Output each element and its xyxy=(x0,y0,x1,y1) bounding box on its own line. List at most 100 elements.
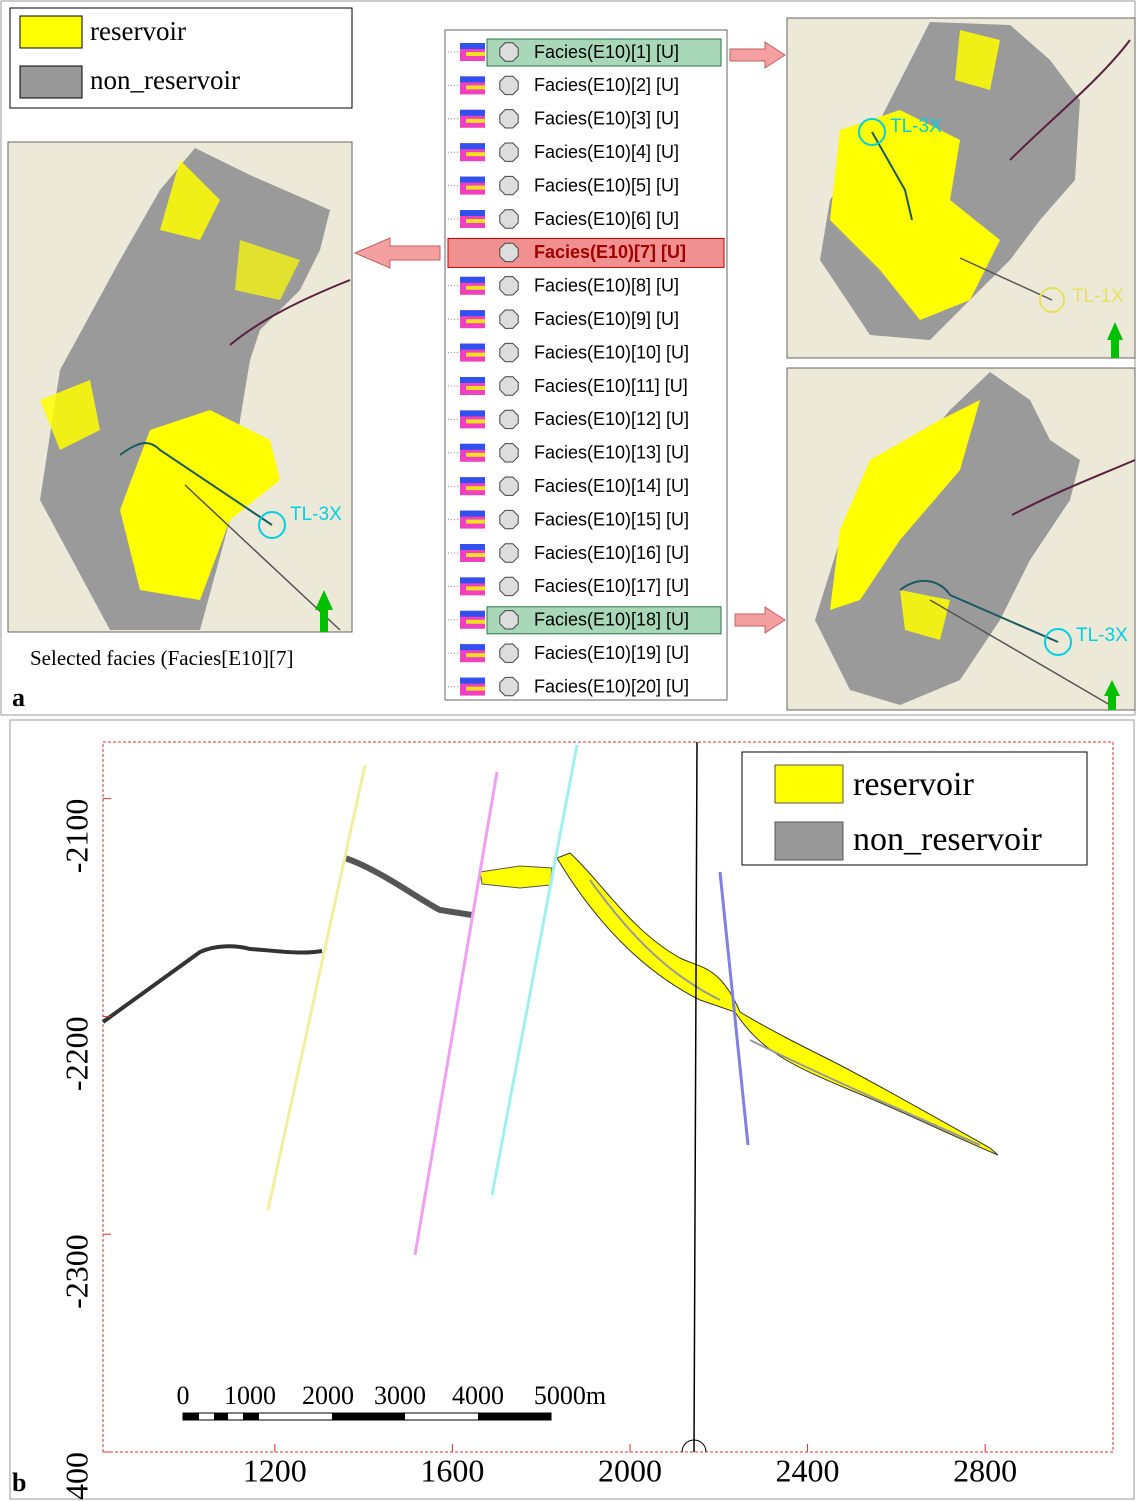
legend-label: non_reservoir xyxy=(90,65,240,95)
icon xyxy=(466,453,485,457)
icon xyxy=(466,653,485,657)
octagon-icon xyxy=(500,176,518,194)
octagon-icon xyxy=(500,143,518,161)
realization-label: Facies(E10)[7] [U] xyxy=(534,242,686,262)
octagon-icon xyxy=(500,410,518,428)
icon xyxy=(466,186,485,190)
icon xyxy=(466,486,485,490)
realization-label: Facies(E10)[3] [U] xyxy=(534,109,679,129)
realization-list xyxy=(445,30,727,700)
legend-swatch xyxy=(20,16,82,48)
legend-label: reservoir xyxy=(853,766,975,803)
well-label: TL-3X xyxy=(290,504,342,525)
realization-label: Facies(E10)[1] [U] xyxy=(534,42,679,62)
octagon-icon xyxy=(500,43,518,61)
octagon-icon xyxy=(500,644,518,662)
octagon-icon xyxy=(500,110,518,128)
octagon-icon xyxy=(500,377,518,395)
icon xyxy=(466,152,485,156)
icon xyxy=(460,644,485,650)
icon xyxy=(466,52,485,56)
realization-label: Facies(E10)[11] [U] xyxy=(534,376,688,396)
legend-swatch xyxy=(775,822,843,860)
icon xyxy=(466,85,485,89)
icon xyxy=(460,678,485,684)
octagon-icon xyxy=(500,343,518,361)
icon xyxy=(460,277,485,283)
panel-label: a xyxy=(12,683,25,712)
well-label: TL-3X xyxy=(1076,625,1128,646)
panel-label: b xyxy=(12,1468,26,1497)
scale-label: 5000m xyxy=(534,1381,606,1410)
octagon-icon xyxy=(500,243,518,261)
legend-swatch xyxy=(20,66,82,98)
icon xyxy=(466,620,485,624)
realization-label: Facies(E10)[18] [U] xyxy=(534,610,689,630)
realization-label: Facies(E10)[17] [U] xyxy=(534,576,689,596)
caption: Selected facies (Facies[E10][7] xyxy=(30,646,294,670)
realization-label: Facies(E10)[4] [U] xyxy=(534,142,679,162)
y-tick-label: -2300 xyxy=(58,1234,94,1309)
x-tick-label: 2400 xyxy=(776,1452,840,1488)
octagon-icon xyxy=(500,477,518,495)
icon xyxy=(460,577,485,583)
octagon-icon xyxy=(500,544,518,562)
y-tick-label: -2100 xyxy=(58,799,94,874)
icon xyxy=(466,586,485,590)
octagon-icon xyxy=(500,577,518,595)
octagon-icon xyxy=(500,210,518,228)
realization-label: Facies(E10)[9] [U] xyxy=(534,309,679,329)
y-tick-label: -2400 xyxy=(58,1452,94,1501)
icon xyxy=(466,520,485,524)
icon xyxy=(466,219,485,223)
scale-bar xyxy=(183,1413,551,1420)
scale-label: 2000 xyxy=(302,1381,354,1410)
realization-label: Facies(E10)[14] [U] xyxy=(534,476,689,496)
icon xyxy=(460,110,485,116)
icon xyxy=(466,286,485,290)
realization-label: Facies(E10)[13] [U] xyxy=(534,443,689,463)
realization-label: Facies(E10)[5] [U] xyxy=(534,175,679,195)
y-tick-label: -2200 xyxy=(58,1016,94,1091)
well-label: TL-1X xyxy=(1072,286,1124,307)
icon xyxy=(460,210,485,216)
x-tick-label: 2000 xyxy=(598,1452,662,1488)
x-tick-label: 1600 xyxy=(420,1452,484,1488)
x-tick-label: 2800 xyxy=(953,1452,1017,1488)
icon xyxy=(466,319,485,323)
icon xyxy=(460,177,485,183)
realization-label: Facies(E10)[8] [U] xyxy=(534,276,679,296)
icon xyxy=(466,687,485,691)
legend-swatch xyxy=(775,765,843,803)
icon xyxy=(460,344,485,350)
octagon-icon xyxy=(500,444,518,462)
icon xyxy=(460,43,485,49)
icon xyxy=(460,611,485,617)
octagon-icon xyxy=(500,611,518,629)
scale-label: 4000 xyxy=(452,1381,504,1410)
octagon-icon xyxy=(500,76,518,94)
octagon-icon xyxy=(500,310,518,328)
facies-map xyxy=(8,142,352,632)
facies-map xyxy=(787,368,1135,710)
realization-label: Facies(E10)[6] [U] xyxy=(534,209,679,229)
realization-label: Facies(E10)[19] [U] xyxy=(534,643,689,663)
well-label: TL-3X xyxy=(890,116,942,137)
icon xyxy=(466,386,485,390)
scale-label: 0 xyxy=(177,1381,190,1410)
x-tick-label: 1200 xyxy=(243,1452,307,1488)
icon xyxy=(460,477,485,483)
icon xyxy=(460,310,485,316)
scale-label: 1000 xyxy=(224,1381,276,1410)
icon xyxy=(460,444,485,450)
icon xyxy=(466,353,485,357)
scale-label: 3000 xyxy=(374,1381,426,1410)
realization-label: Facies(E10)[20] [U] xyxy=(534,676,689,696)
icon xyxy=(466,419,485,423)
realization-label: Facies(E10)[12] [U] xyxy=(534,409,689,429)
icon xyxy=(466,553,485,557)
icon xyxy=(460,544,485,550)
icon xyxy=(460,410,485,416)
realization-label: Facies(E10)[2] [U] xyxy=(534,75,679,95)
icon xyxy=(460,143,485,149)
